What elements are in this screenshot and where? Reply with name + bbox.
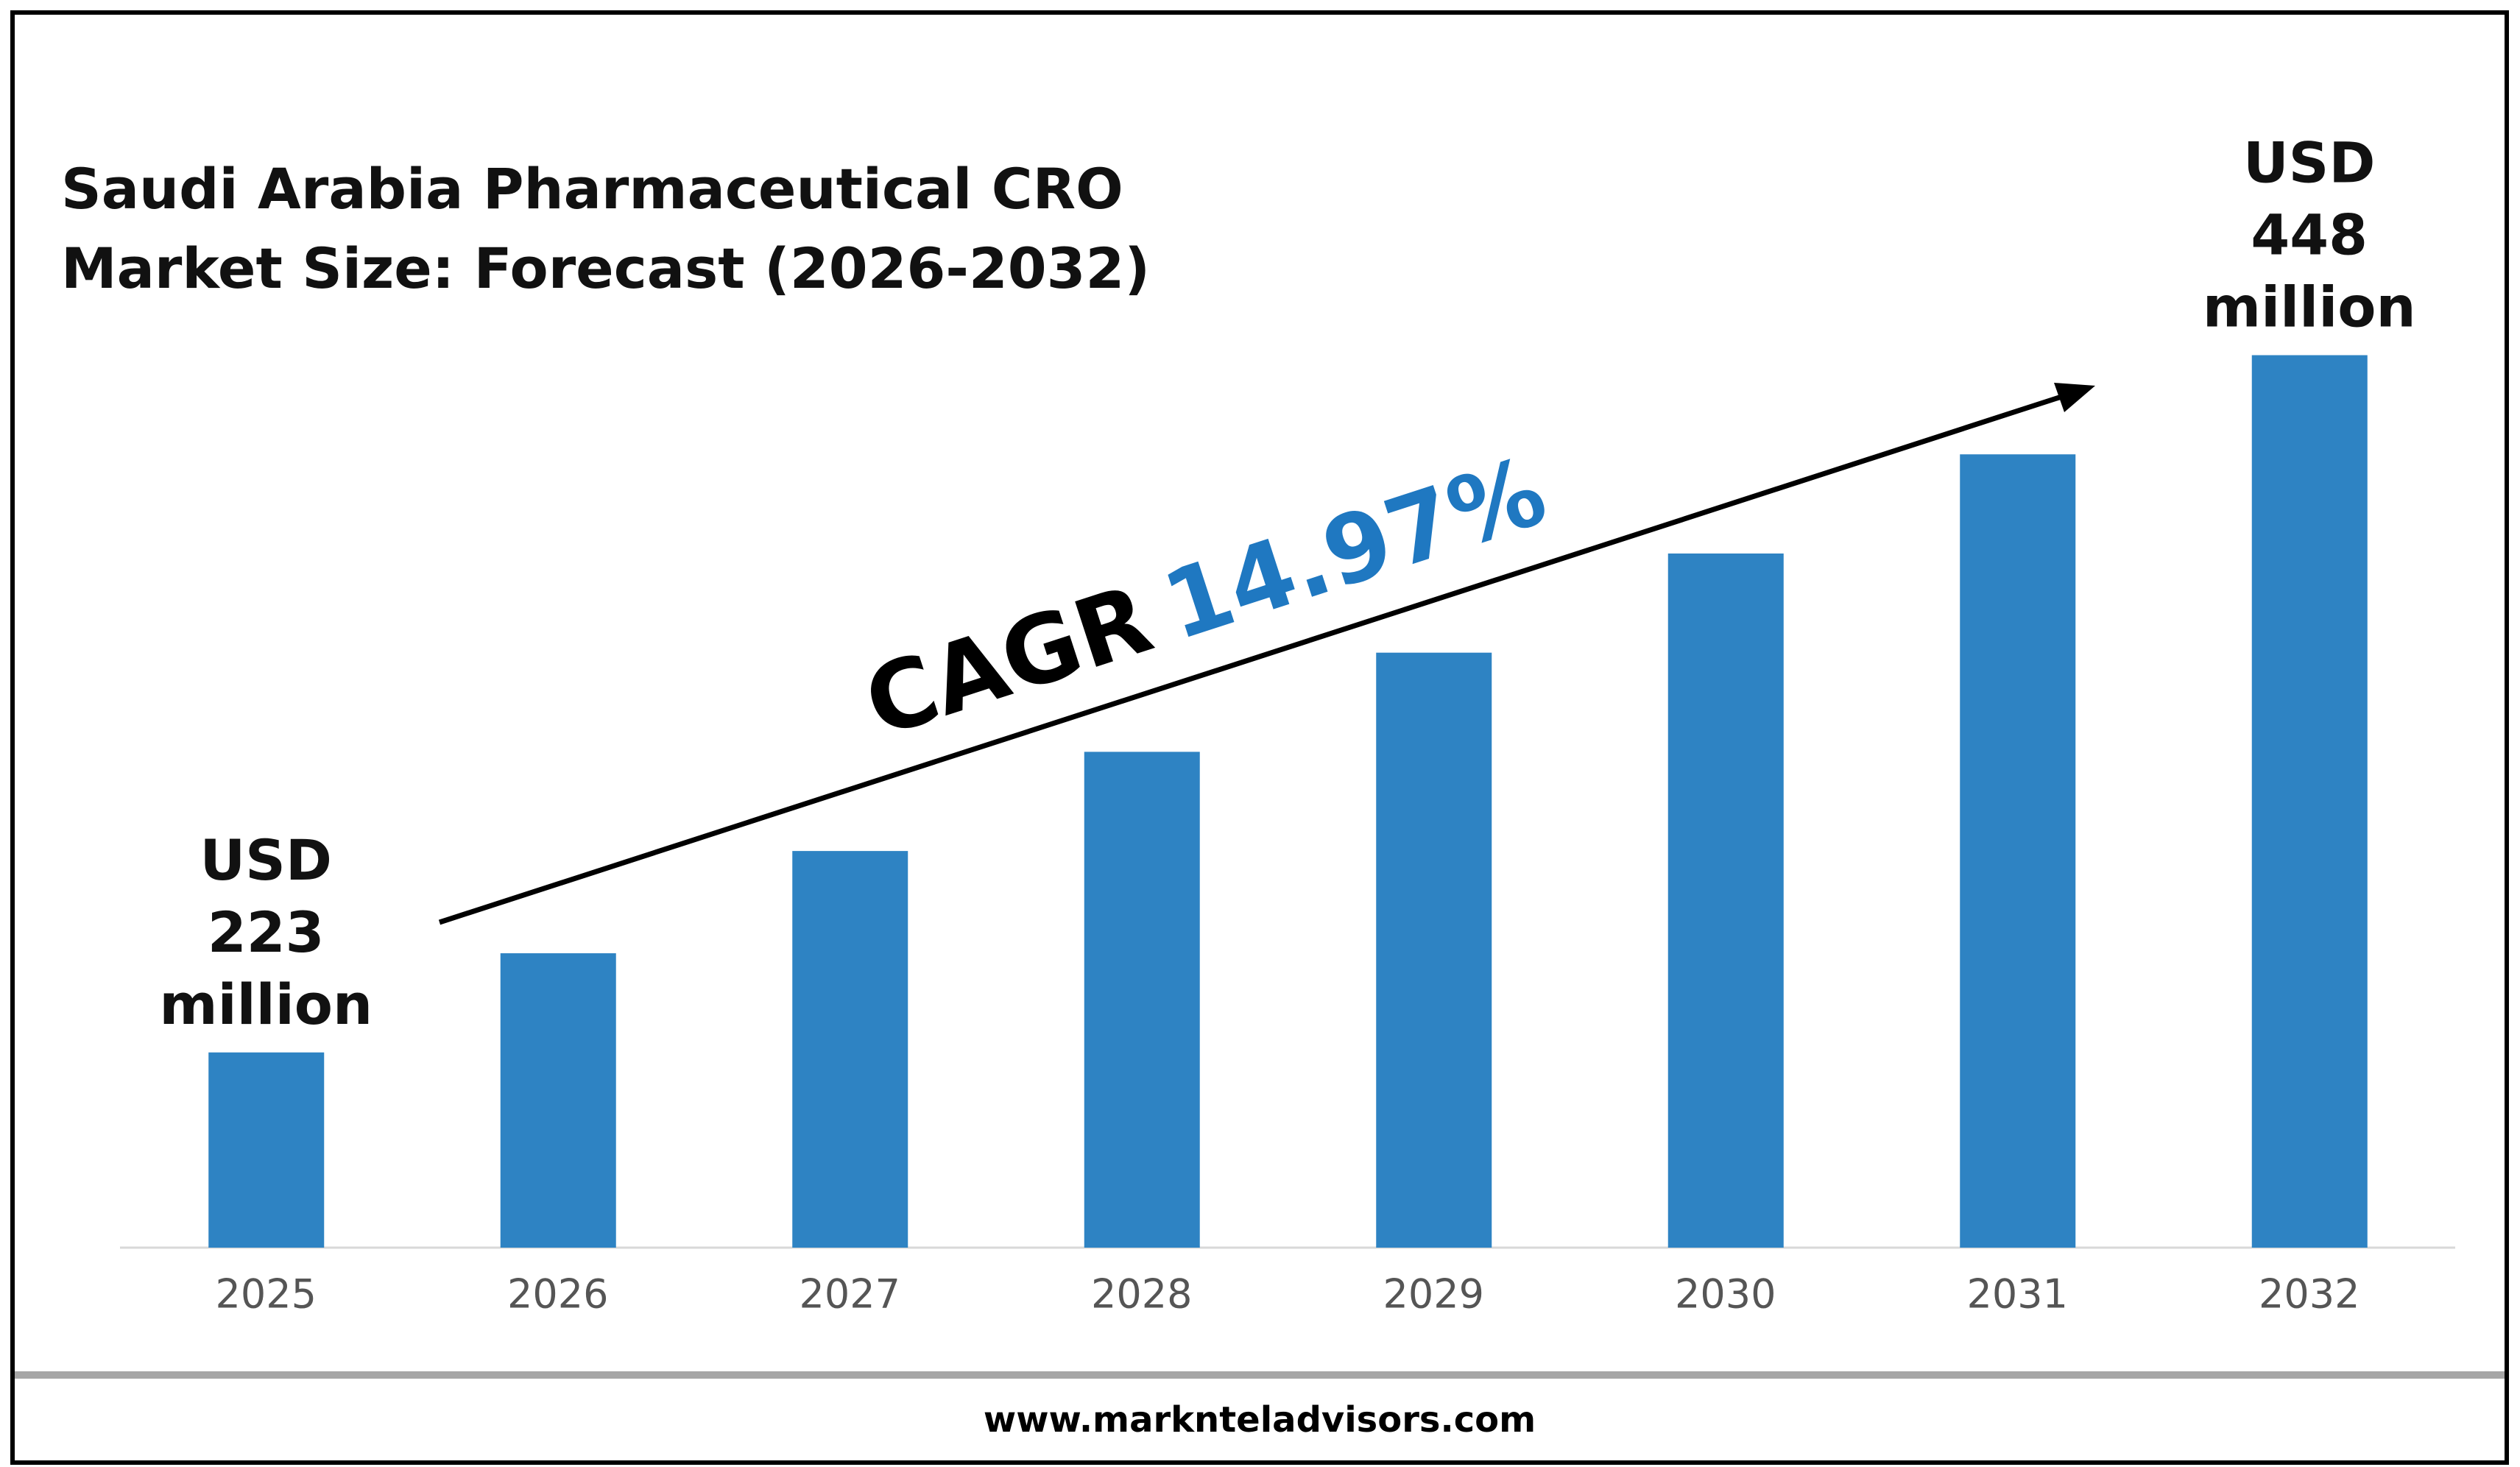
x-tick-label: 2027 — [800, 1271, 900, 1318]
x-tick-label: 2031 — [1967, 1271, 2068, 1318]
footer: www.marknteladvisors.com — [984, 1399, 1536, 1441]
bar — [1667, 553, 1784, 1248]
bar — [792, 851, 908, 1248]
x-tick-label: 2029 — [1383, 1271, 1484, 1318]
x-tick-label: 2028 — [1091, 1271, 1192, 1318]
bar — [500, 953, 616, 1248]
value-label-line: million — [2203, 275, 2416, 340]
value-label-line: USD — [2243, 130, 2376, 196]
bar — [1084, 752, 1200, 1248]
bar — [1960, 454, 2076, 1248]
arrow-head — [2054, 383, 2095, 412]
bar — [1376, 652, 1492, 1248]
frame — [10, 10, 2509, 1465]
bar — [208, 1052, 325, 1248]
value-label-line: USD — [200, 827, 332, 893]
chart-title: Saudi Arabia Pharmaceutical CRO Market Si… — [61, 156, 1150, 301]
x-tick-label: 2025 — [216, 1271, 317, 1318]
chart-title-line: Market Size: Forecast (2026-2032) — [61, 236, 1150, 301]
chart-title-line: Saudi Arabia Pharmaceutical CRO — [61, 156, 1123, 222]
x-tick-label: 2026 — [507, 1271, 608, 1318]
value-label-line: 448 — [2251, 202, 2368, 268]
value-label: USD 223 million — [159, 827, 373, 1037]
trend-arrow — [438, 394, 2063, 925]
value-label: USD 448 million — [2203, 130, 2416, 340]
value-label-line: million — [159, 972, 373, 1037]
x-tick-label: 2032 — [2259, 1271, 2360, 1318]
bar — [2251, 355, 2368, 1248]
x-tick-label: 2030 — [1675, 1271, 1776, 1318]
value-label-line: 223 — [208, 899, 325, 965]
